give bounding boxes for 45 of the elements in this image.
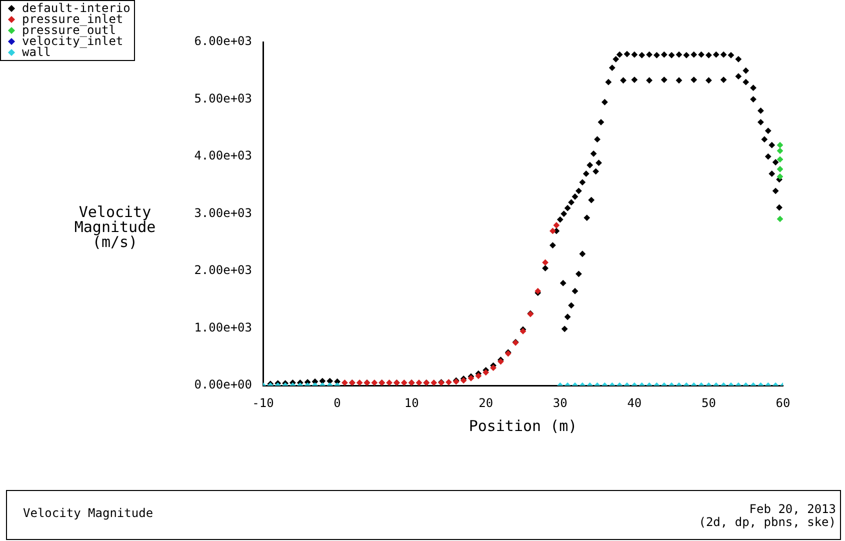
point [776,173,783,180]
point [776,156,783,163]
point [550,228,556,234]
x-tick-label: -10 [252,396,274,410]
x-tick-label: 0 [334,396,341,410]
x-tick-label: 60 [776,396,790,410]
point [400,380,408,386]
point [776,142,783,148]
legend-label: wall [22,45,51,59]
point [475,372,482,380]
x-tick-label: 10 [404,396,419,410]
text: (2d, dp, pbns, ske) [698,515,836,529]
text: Feb 20, 2013 [748,502,836,516]
point [482,369,490,376]
legend-label: default-interio [22,1,130,15]
y-tick-label: 6.00e+03 [194,34,252,48]
point [386,380,392,386]
x-axis-title: Position (m) [468,416,578,435]
x-tick-label: 50 [701,396,716,410]
point [776,166,783,172]
point [416,380,422,386]
point [342,380,348,386]
y-axis-title: Velocity Magnitude (m/s) [73,203,157,251]
y-tick-label: 1.00e+03 [194,320,252,334]
point [776,148,783,154]
point [430,380,438,386]
point [776,216,783,222]
legend-label: velocity_inlet [22,34,124,48]
point [446,378,452,386]
y-tick-label: 0.00e+00 [194,378,252,392]
y-tick-label: 3.00e+03 [194,206,252,220]
y-tick-label: 2.00e+03 [194,263,252,278]
x-tick-label: 20 [478,396,494,410]
x-tick-label: 40 [627,396,642,410]
x-tick-label: 30 [552,396,568,410]
point [490,364,496,372]
legend-label: pressure_outl [22,23,116,37]
y-tick-label: 4.00e+03 [194,148,252,163]
point [371,380,378,386]
y-tick-label: 5.00e+03 [194,91,252,106]
point [356,380,363,386]
legend-label: pressure_inlet [22,12,124,26]
point [553,222,560,228]
text: Velocity Magnitude [23,506,154,520]
point [542,259,548,266]
